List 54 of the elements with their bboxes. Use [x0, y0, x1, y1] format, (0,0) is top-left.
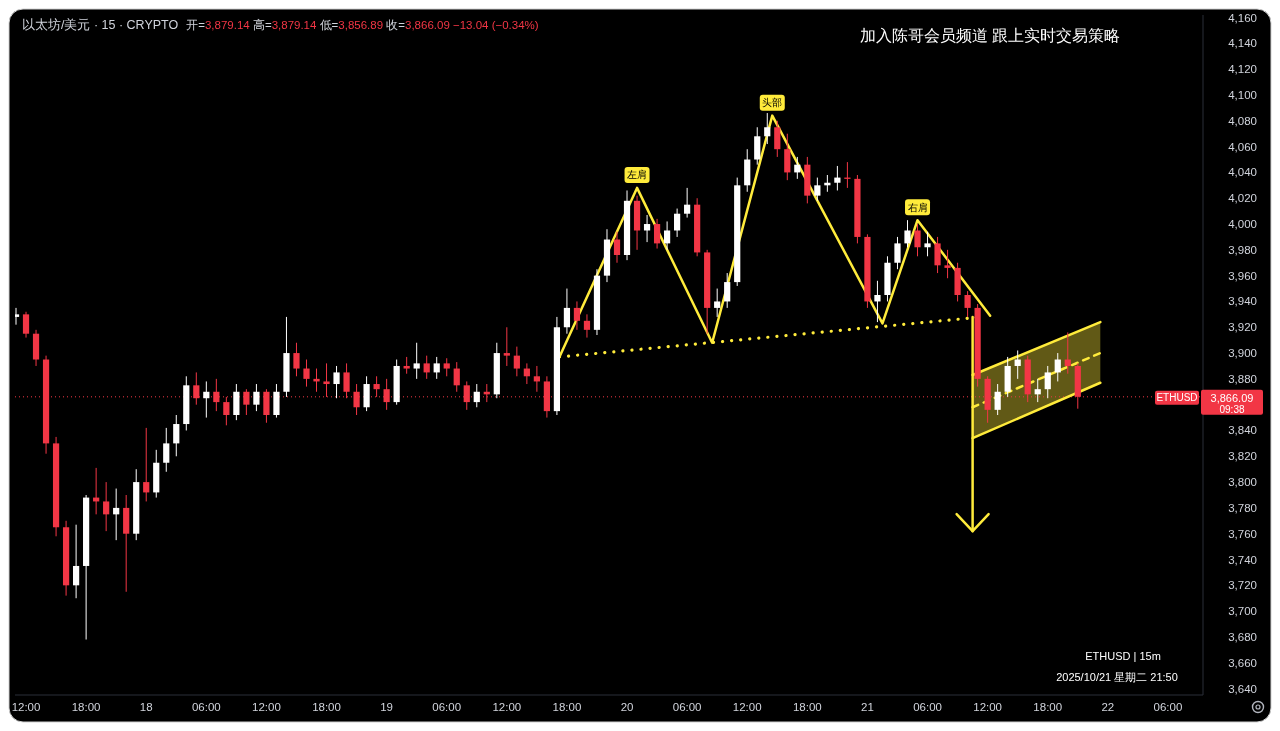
y-tick-label: 3,940 — [1228, 295, 1257, 308]
annotation: 加入陈哥会员频道 跟上实时交易策略 — [859, 27, 1121, 44]
x-tick-label: 12:00 — [973, 701, 1003, 713]
y-tick-label: 3,720 — [1228, 579, 1257, 592]
y-tick-label: 3,920 — [1228, 321, 1257, 334]
x-tick-label: 06:00 — [191, 701, 221, 713]
y-tick-label: 3,760 — [1228, 527, 1257, 540]
y-tick-label: 3,800 — [1228, 476, 1257, 489]
label: 右肩 — [905, 199, 930, 216]
y-tick-label: 4,000 — [1228, 218, 1257, 231]
x-tick-label: 06:00 — [672, 701, 702, 713]
x-tick-label: 21 — [861, 701, 874, 713]
x-tick-label: 18:00 — [312, 701, 341, 713]
y-tick-label: 3,740 — [1228, 553, 1257, 566]
y-tick-label: 3,700 — [1228, 605, 1257, 618]
x-tick-label: 18 — [139, 701, 153, 713]
chart-title: 以太坊/美元 · 15 · CRYPTO — [22, 17, 179, 32]
text: 3,866.09 09:38 — [1210, 391, 1254, 415]
y-tick-label: 4,140 — [1228, 37, 1257, 50]
y-tick-label: 3,840 — [1228, 424, 1257, 437]
y-tick-label: 4,060 — [1228, 140, 1257, 153]
x-tick-label: 18:00 — [71, 701, 101, 713]
annotation: ETHUSD | 15m — [1085, 650, 1161, 662]
x-tick-label: 18:00 — [552, 701, 582, 713]
x-tick-label: 19 — [380, 701, 394, 713]
x-tick-label: 12:00 — [11, 701, 41, 713]
ref-line-label: ETHUSD — [1156, 392, 1198, 404]
x-tick-label: 12:00 — [492, 701, 522, 713]
x-tick-label: 22 — [1101, 701, 1115, 713]
y-tick-label: 4,120 — [1228, 63, 1257, 76]
y-tick-label: 3,640 — [1228, 682, 1257, 695]
y-tick-label: 3,960 — [1228, 269, 1257, 282]
x-tick-label: 18:00 — [1033, 701, 1063, 713]
y-tick-label: 3,680 — [1228, 630, 1257, 643]
y-tick-label: 4,160 — [1228, 11, 1257, 24]
annotation: 2025/10/21 星期二 21:50 — [1056, 671, 1178, 683]
x-tick-label: 20 — [620, 701, 634, 713]
y-tick-label: 3,880 — [1228, 372, 1257, 385]
x-tick-label: 12:00 — [732, 701, 762, 713]
x-tick-label: 06:00 — [1153, 701, 1183, 713]
y-tick-label: 3,900 — [1228, 347, 1257, 360]
y-tick-label: 3,780 — [1228, 501, 1257, 514]
y-tick-label: 4,040 — [1228, 166, 1257, 179]
text: 开=3,879.14 高=3,879.14 低=3,856.89 收=3,866.09 −13.04 (−0.34%) — [186, 19, 539, 31]
x-tick-label: 18:00 — [792, 701, 822, 713]
y-tick-label: 3,820 — [1228, 450, 1257, 463]
y-tick-label: 4,080 — [1228, 114, 1257, 127]
y-tick-label: 4,100 — [1228, 89, 1257, 101]
x-tick-label: 06:00 — [913, 701, 942, 713]
y-tick-label: 3,980 — [1228, 243, 1257, 256]
x-tick-label: 12:00 — [252, 701, 281, 713]
y-tick-label: 3,660 — [1228, 656, 1257, 669]
x-tick-label: 06:00 — [432, 701, 462, 713]
y-tick-label: 4,020 — [1228, 192, 1257, 205]
